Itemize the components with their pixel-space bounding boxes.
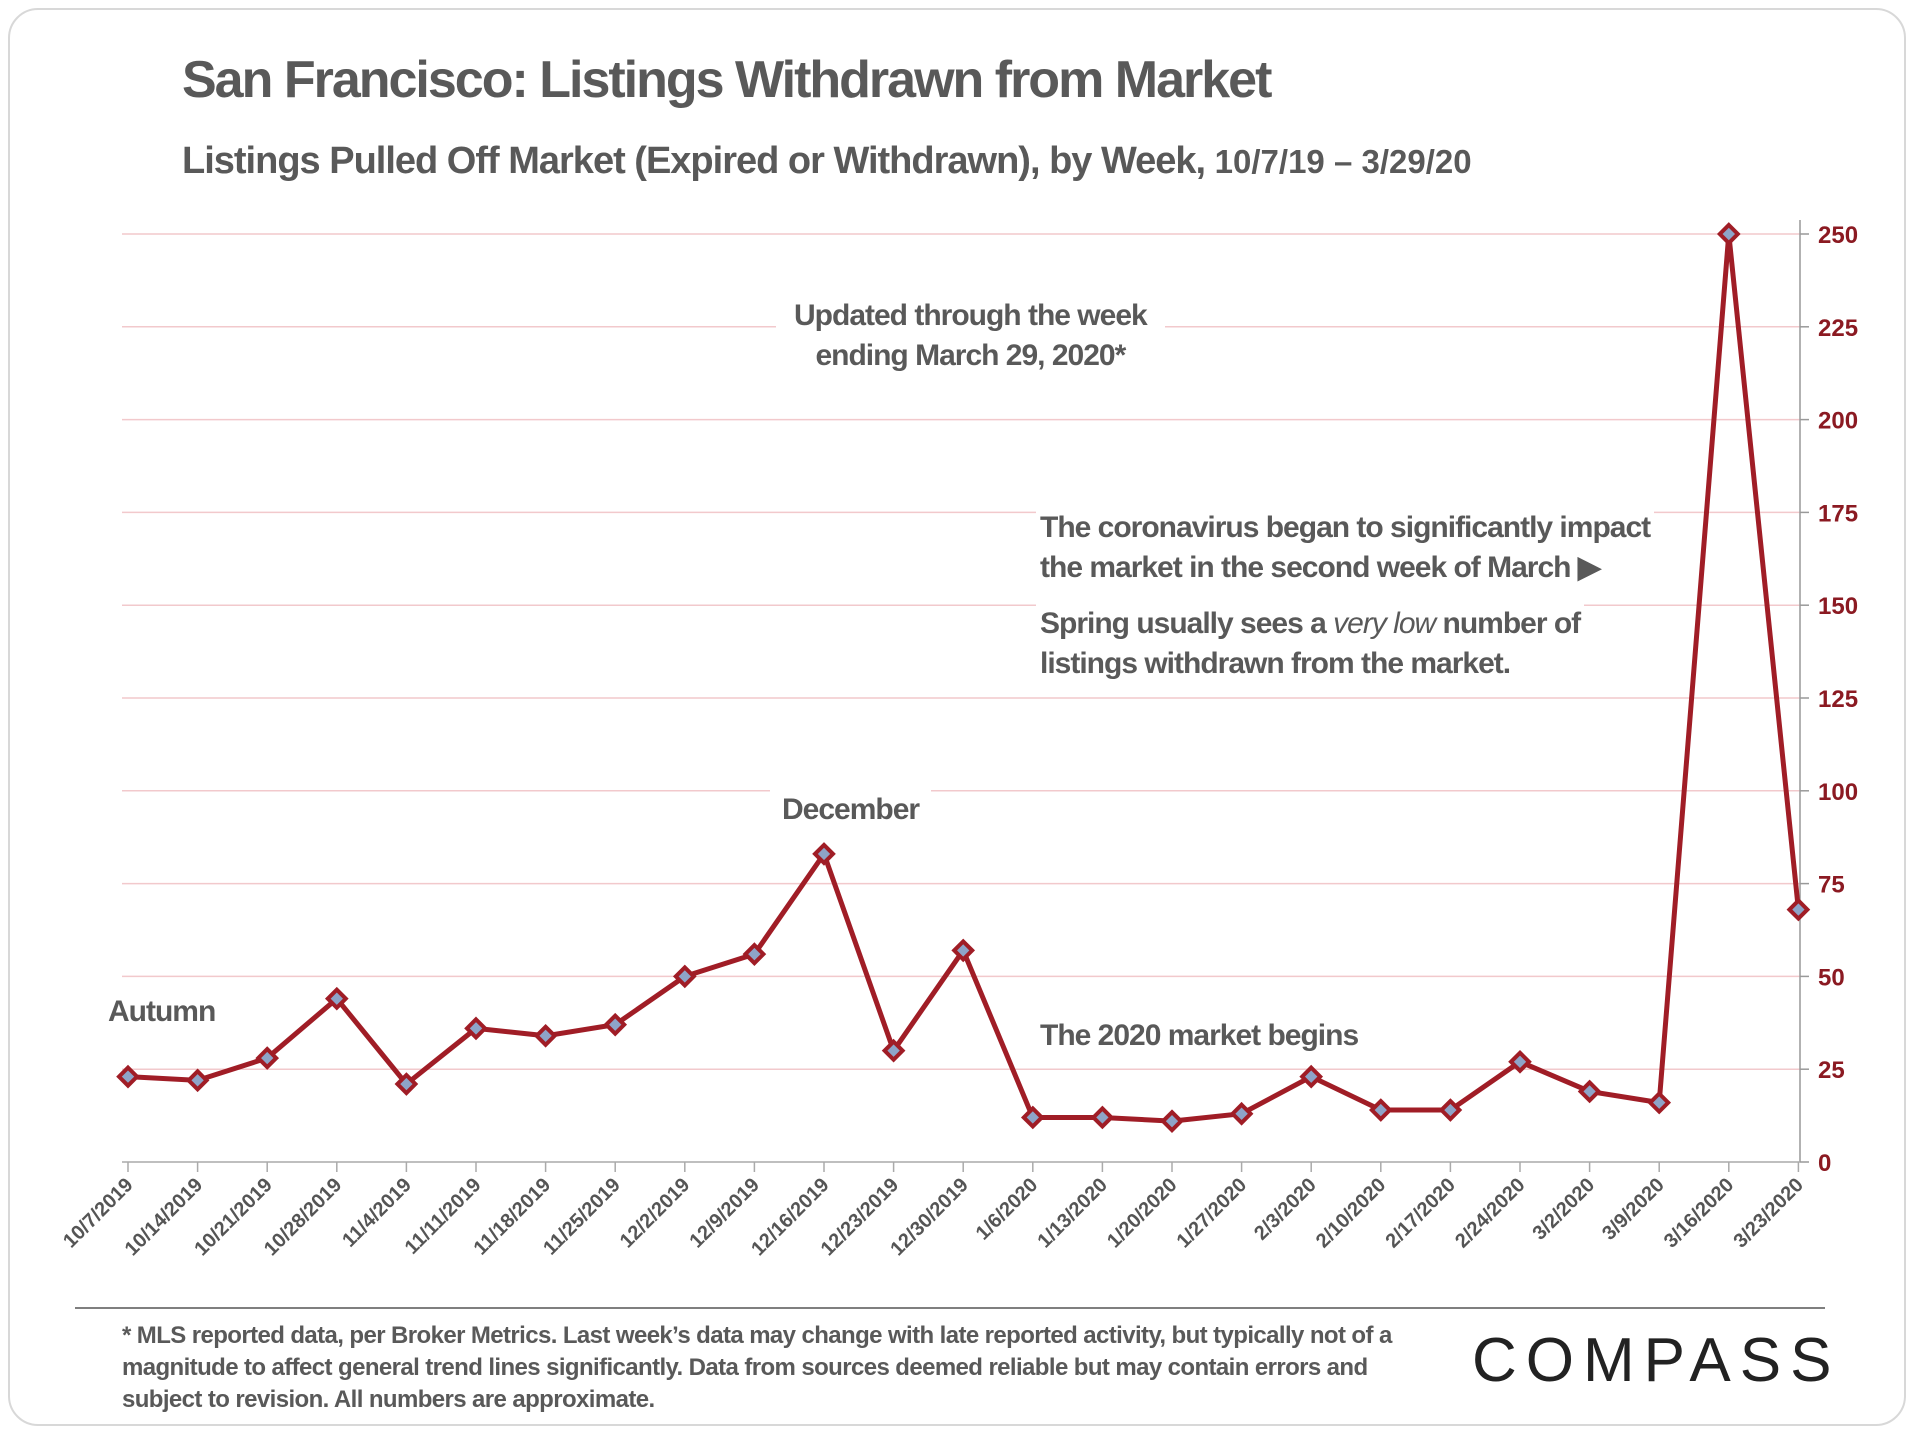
axes: 025507510012515017520022525010/7/201910/… xyxy=(59,220,1858,1260)
data-point xyxy=(464,1016,488,1041)
x-tick-label: 2/10/2020 xyxy=(1312,1174,1390,1252)
annotation-spring-post: number of xyxy=(1435,607,1582,640)
y-tick-label: 150 xyxy=(1818,593,1858,620)
y-tick-label: 125 xyxy=(1818,686,1858,713)
data-point xyxy=(603,1012,628,1037)
data-point xyxy=(1786,897,1811,922)
annotation-spring-line2: listings withdrawn from the market. xyxy=(1040,647,1511,680)
annotation-2020-market: The 2020 market begins xyxy=(1040,1019,1359,1052)
annotation-updated-line1: Updated through the week xyxy=(794,299,1148,332)
subtitle-main: Listings Pulled Off Market (Expired or W… xyxy=(182,140,1206,182)
data-point xyxy=(255,1046,280,1070)
annotation-spring-emphasis: very low xyxy=(1333,607,1436,640)
x-tick-label: 2/17/2020 xyxy=(1381,1174,1459,1252)
data-point xyxy=(533,1023,558,1048)
annotation-coronavirus-line1: The coronavirus began to significantly i… xyxy=(1040,511,1651,544)
annotation-updated: Updated through the week ending March 29… xyxy=(776,296,1165,376)
x-tick-label: 12/2/2019 xyxy=(616,1174,694,1252)
footer-divider xyxy=(75,1307,1825,1309)
y-tick-label: 0 xyxy=(1818,1150,1831,1177)
data-point xyxy=(1508,1049,1532,1074)
x-tick-label: 3/9/2020 xyxy=(1598,1174,1669,1245)
data-point xyxy=(1160,1109,1184,1133)
chart-frame xyxy=(8,8,1906,1426)
y-tick-label: 25 xyxy=(1818,1057,1845,1084)
data-point xyxy=(116,1064,140,1089)
subtitle-dates: 10/7/19 – 3/29/20 xyxy=(1214,143,1472,180)
y-tick-label: 250 xyxy=(1818,222,1858,249)
annotation-december: December xyxy=(770,790,932,830)
data-point xyxy=(324,986,349,1011)
y-tick-label: 100 xyxy=(1818,779,1858,806)
data-point xyxy=(672,964,697,989)
data-point xyxy=(951,938,976,963)
data-point xyxy=(394,1072,419,1096)
annotation-coronavirus: The coronavirus began to significantly i… xyxy=(1036,508,1655,588)
annotation-autumn: Autumn xyxy=(108,995,216,1028)
x-tick-label: 1/13/2020 xyxy=(1033,1174,1111,1252)
y-tick-label: 75 xyxy=(1818,872,1845,899)
data-point xyxy=(185,1068,210,1093)
x-tick-label: 1/27/2020 xyxy=(1173,1174,1251,1252)
data-point xyxy=(1020,1105,1045,1130)
x-tick-label: 3/2/2020 xyxy=(1529,1174,1600,1245)
annotation-coronavirus-line2: the market in the second week of March ▶ xyxy=(1040,551,1601,584)
chart-title: San Francisco: Listings Withdrawn from M… xyxy=(182,51,1272,109)
x-tick-label: 1/20/2020 xyxy=(1103,1174,1181,1252)
data-point xyxy=(1577,1079,1602,1104)
chart-subtitle: Listings Pulled Off Market (Expired or W… xyxy=(182,140,1472,183)
data-point xyxy=(1438,1098,1463,1122)
x-tick-label: 3/23/2020 xyxy=(1729,1174,1807,1252)
data-point xyxy=(1299,1064,1324,1089)
data-point xyxy=(1090,1105,1115,1130)
data-point xyxy=(812,842,836,866)
data-point xyxy=(742,942,767,966)
y-tick-label: 225 xyxy=(1818,315,1858,342)
y-tick-label: 50 xyxy=(1818,964,1845,991)
x-tick-label: 1/6/2020 xyxy=(972,1174,1043,1245)
compass-logo: COMPASS xyxy=(1472,1326,1841,1395)
x-tick-label: 3/16/2020 xyxy=(1660,1174,1738,1252)
data-point xyxy=(1229,1101,1254,1126)
y-tick-label: 200 xyxy=(1818,408,1858,435)
annotation-spring-pre: Spring usually sees a xyxy=(1040,607,1334,640)
data-point xyxy=(1647,1090,1672,1115)
x-tick-label: 2/24/2020 xyxy=(1451,1174,1529,1252)
footnote: * MLS reported data, per Broker Metrics.… xyxy=(122,1322,1392,1413)
data-point xyxy=(1368,1098,1393,1122)
y-tick-label: 175 xyxy=(1818,500,1858,527)
annotation-updated-line2: ending March 29, 2020* xyxy=(815,339,1126,372)
series xyxy=(116,222,1811,1133)
x-tick-label: 2/3/2020 xyxy=(1250,1174,1321,1245)
annotation-spring: Spring usually sees a very low number of… xyxy=(1036,604,1585,684)
data-point xyxy=(881,1038,906,1063)
line-chart: 025507510012515017520022525010/7/201910/… xyxy=(59,220,1858,1260)
data-point xyxy=(1716,222,1741,246)
